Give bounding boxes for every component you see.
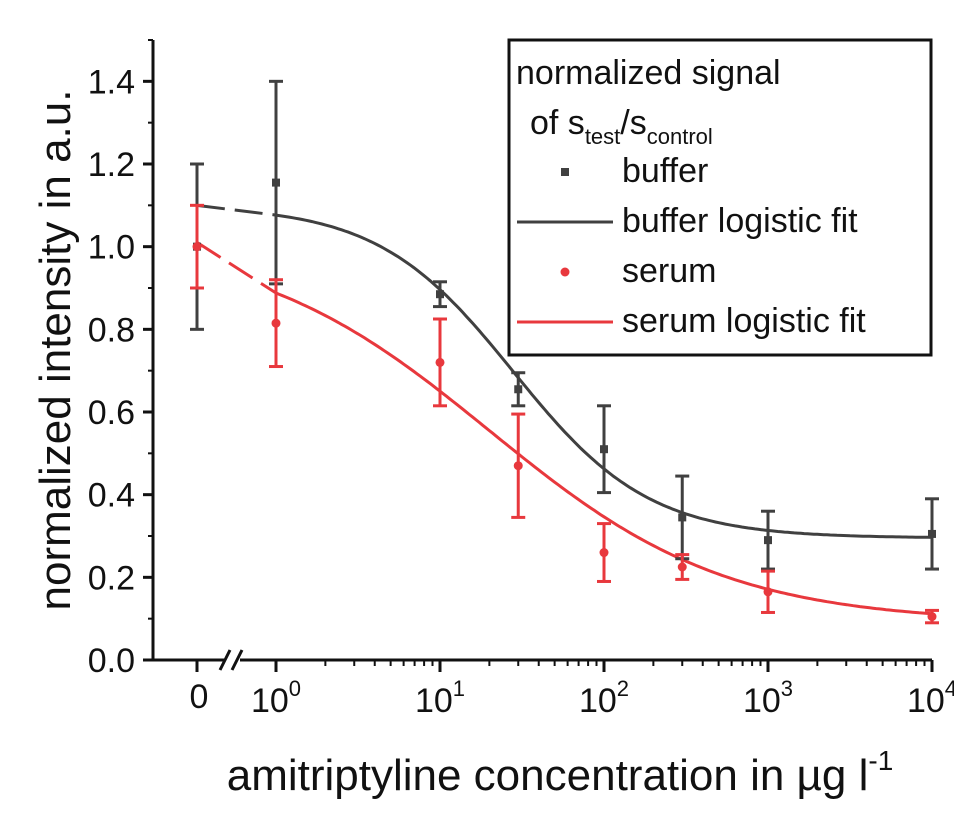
buffer-point [764, 536, 772, 544]
buffer-point [928, 530, 936, 538]
x-tick-label: 102 [579, 676, 629, 720]
x-tick-label: 103 [743, 676, 793, 720]
y-tick-label: 1.2 [88, 146, 135, 184]
serum-point [193, 242, 202, 251]
serum-point [764, 587, 773, 596]
x-tick-label: 0 [190, 678, 209, 716]
legend-label-serum: serum [622, 252, 716, 290]
serum-point [600, 548, 609, 557]
buffer-point [678, 513, 686, 521]
legend-label-buffer-logistic-fit: buffer logistic fit [622, 202, 858, 240]
y-axis-label: normalized intensity in a.u. [31, 90, 80, 611]
x-axis-label: amitriptyline concentration in µg l-1 [227, 745, 894, 800]
serum-point [436, 358, 445, 367]
x-tick-label: 101 [415, 676, 465, 720]
y-tick-label: 0.0 [88, 642, 135, 680]
legend-serum-marker [561, 268, 570, 277]
serum-point [678, 563, 687, 572]
serum-point [514, 461, 523, 470]
legend-title: normalized signal [516, 54, 781, 92]
y-tick-label: 0.4 [88, 477, 135, 515]
legend-buffer-marker [561, 168, 569, 176]
legend-label-serum-logistic-fit: serum logistic fit [622, 302, 866, 340]
y-tick-label: 0.8 [88, 311, 135, 349]
buffer-fit-break-segment [197, 205, 276, 215]
y-tick-label: 1.4 [88, 63, 135, 101]
buffer-point [272, 179, 280, 187]
y-tick-label: 0.6 [88, 394, 135, 432]
y-tick-label: 1.0 [88, 229, 135, 267]
x-tick-label: 104 [907, 676, 954, 720]
x-tick-label: 100 [251, 676, 301, 720]
buffer-point [600, 445, 608, 453]
serum-point [272, 319, 281, 328]
buffer-point [514, 385, 522, 393]
serum-fit-break-segment [197, 242, 276, 293]
legend-label-buffer: buffer [622, 152, 708, 190]
buffer-point [436, 290, 444, 298]
serum-point [928, 612, 937, 621]
y-tick-label: 0.2 [88, 559, 135, 597]
